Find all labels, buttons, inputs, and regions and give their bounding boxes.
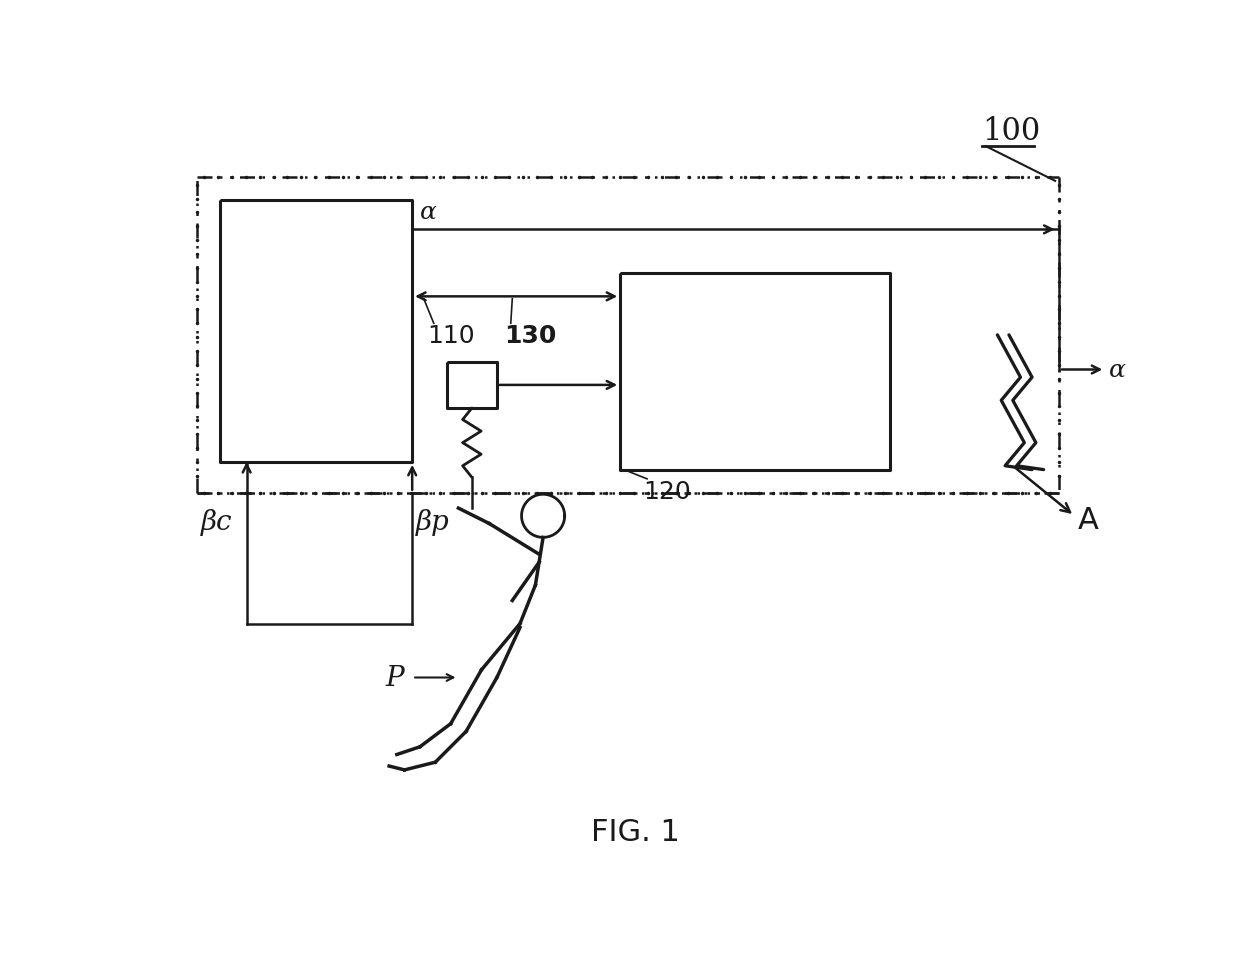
Text: FIG. 1: FIG. 1 bbox=[591, 817, 680, 846]
Text: 120: 120 bbox=[644, 480, 691, 503]
Text: A: A bbox=[1079, 506, 1099, 535]
Text: 100: 100 bbox=[982, 116, 1040, 147]
Text: α: α bbox=[420, 201, 436, 224]
Text: 110: 110 bbox=[428, 324, 475, 348]
Text: P: P bbox=[386, 665, 404, 691]
Text: 130: 130 bbox=[505, 324, 557, 348]
Text: α: α bbox=[1109, 359, 1126, 382]
Text: βc: βc bbox=[201, 509, 232, 536]
Text: βp: βp bbox=[417, 509, 450, 536]
